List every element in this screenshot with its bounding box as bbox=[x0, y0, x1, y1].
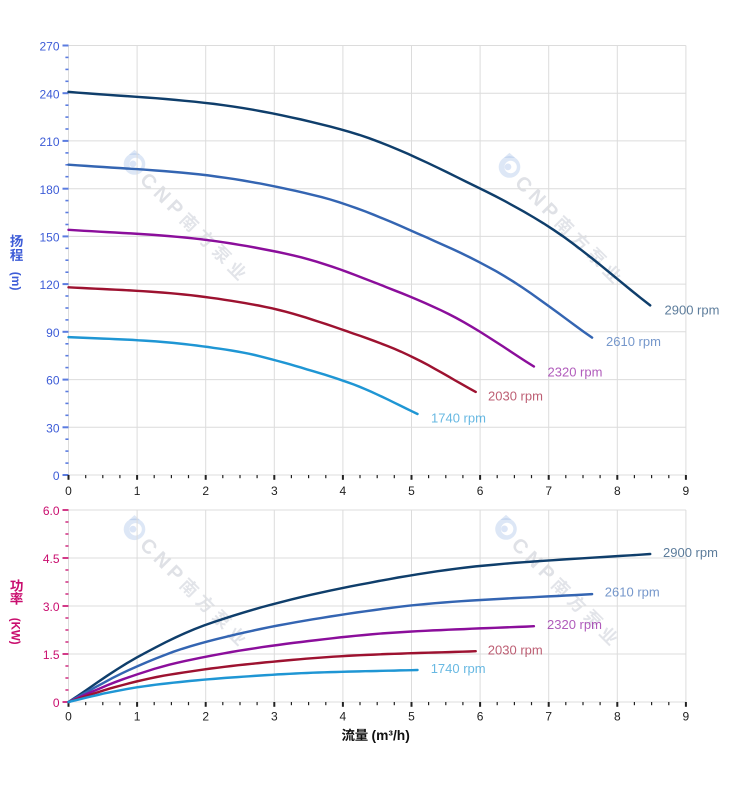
svg-text:2610 rpm: 2610 rpm bbox=[606, 334, 661, 349]
svg-text:120: 120 bbox=[39, 278, 59, 292]
svg-text:8: 8 bbox=[614, 484, 621, 498]
svg-text:90: 90 bbox=[46, 326, 60, 340]
svg-text:4: 4 bbox=[340, 710, 347, 724]
svg-text:3: 3 bbox=[271, 710, 278, 724]
svg-text:60: 60 bbox=[46, 374, 60, 388]
svg-text:3.0: 3.0 bbox=[43, 600, 60, 614]
svg-text:(m³/h): (m³/h) bbox=[372, 728, 410, 743]
svg-text:0: 0 bbox=[53, 696, 60, 710]
svg-text:5: 5 bbox=[408, 484, 415, 498]
svg-text:7: 7 bbox=[545, 710, 552, 724]
svg-text:1: 1 bbox=[134, 710, 141, 724]
svg-text:4: 4 bbox=[340, 484, 347, 498]
svg-text:270: 270 bbox=[39, 40, 59, 54]
svg-text:30: 30 bbox=[46, 421, 60, 435]
svg-text:2900 rpm: 2900 rpm bbox=[663, 545, 718, 560]
svg-text:150: 150 bbox=[39, 231, 59, 245]
svg-text:6.0: 6.0 bbox=[43, 504, 60, 518]
svg-text:(KW): (KW) bbox=[8, 618, 20, 645]
svg-text:6: 6 bbox=[477, 484, 484, 498]
svg-text:0: 0 bbox=[65, 710, 72, 724]
svg-text:2030 rpm: 2030 rpm bbox=[488, 643, 543, 658]
svg-text:3: 3 bbox=[271, 484, 278, 498]
svg-text:1740 rpm: 1740 rpm bbox=[431, 410, 486, 425]
svg-text:2320 rpm: 2320 rpm bbox=[548, 365, 603, 380]
svg-text:5: 5 bbox=[408, 710, 415, 724]
svg-text:180: 180 bbox=[39, 183, 59, 197]
svg-text:(m): (m) bbox=[9, 272, 23, 291]
svg-text:8: 8 bbox=[614, 710, 621, 724]
svg-text:9: 9 bbox=[683, 484, 690, 498]
svg-text:1: 1 bbox=[134, 484, 141, 498]
svg-text:6: 6 bbox=[477, 710, 484, 724]
svg-text:2610 rpm: 2610 rpm bbox=[605, 585, 660, 600]
svg-text:2: 2 bbox=[202, 710, 209, 724]
svg-text:0: 0 bbox=[65, 484, 72, 498]
svg-text:2030 rpm: 2030 rpm bbox=[488, 388, 543, 403]
svg-text:1740 rpm: 1740 rpm bbox=[431, 661, 486, 676]
svg-text:210: 210 bbox=[39, 135, 59, 149]
svg-text:4.5: 4.5 bbox=[43, 552, 60, 566]
svg-text:2900 rpm: 2900 rpm bbox=[665, 303, 720, 318]
svg-text:240: 240 bbox=[39, 87, 59, 101]
svg-text:7: 7 bbox=[545, 484, 552, 498]
svg-text:1.5: 1.5 bbox=[43, 648, 60, 662]
svg-text:2320 rpm: 2320 rpm bbox=[547, 617, 602, 632]
svg-text:9: 9 bbox=[683, 710, 690, 724]
svg-text:0: 0 bbox=[53, 469, 60, 483]
svg-text:2: 2 bbox=[202, 484, 209, 498]
